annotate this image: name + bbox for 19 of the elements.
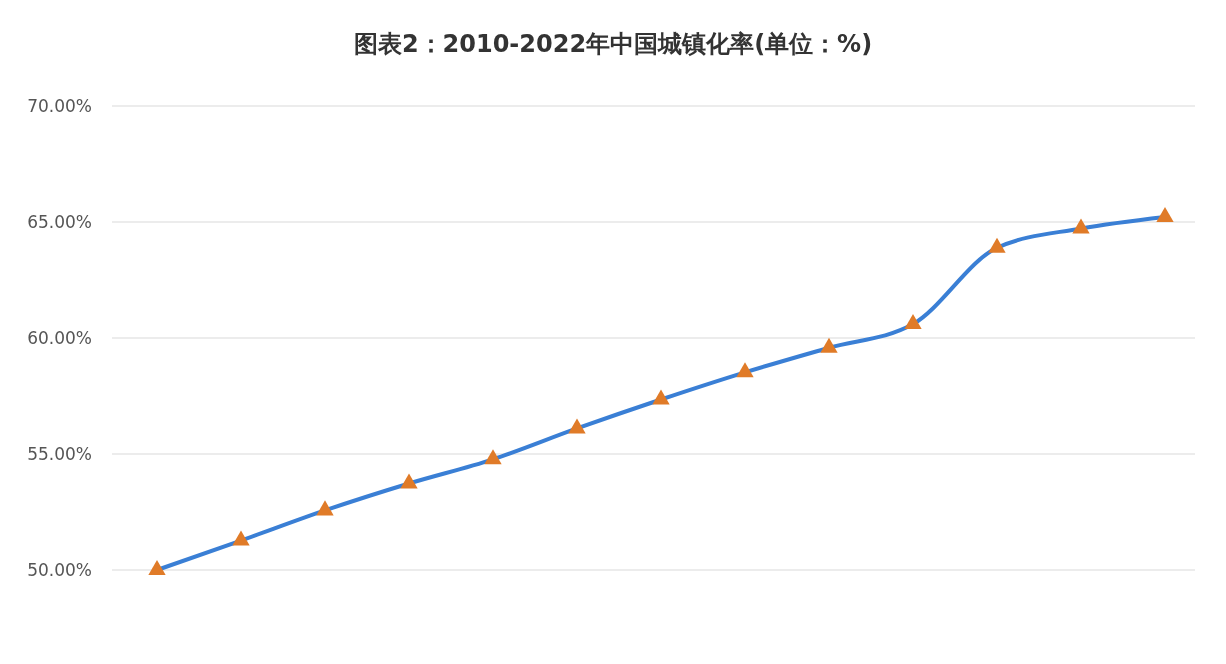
point bbox=[988, 237, 1006, 253]
point bbox=[1156, 206, 1174, 222]
point bbox=[316, 500, 334, 516]
point bbox=[568, 418, 586, 434]
point bbox=[820, 337, 838, 353]
point bbox=[736, 362, 754, 378]
point bbox=[652, 389, 670, 405]
chart-title: 图表2：2010-2022年中国城镇化率(单位：%) bbox=[353, 30, 873, 58]
y-tick-label: 55.00% bbox=[27, 443, 92, 464]
point bbox=[400, 473, 418, 489]
point bbox=[1072, 218, 1090, 234]
y-tick-label: 70.00% bbox=[27, 95, 92, 116]
point bbox=[232, 530, 250, 546]
y-tick-label: 50.00% bbox=[27, 559, 92, 580]
point bbox=[148, 560, 166, 575]
point bbox=[484, 449, 502, 465]
y-tick-label: 60.00% bbox=[27, 327, 92, 348]
point bbox=[904, 314, 922, 330]
y-tick-label: 65.00% bbox=[27, 211, 92, 232]
